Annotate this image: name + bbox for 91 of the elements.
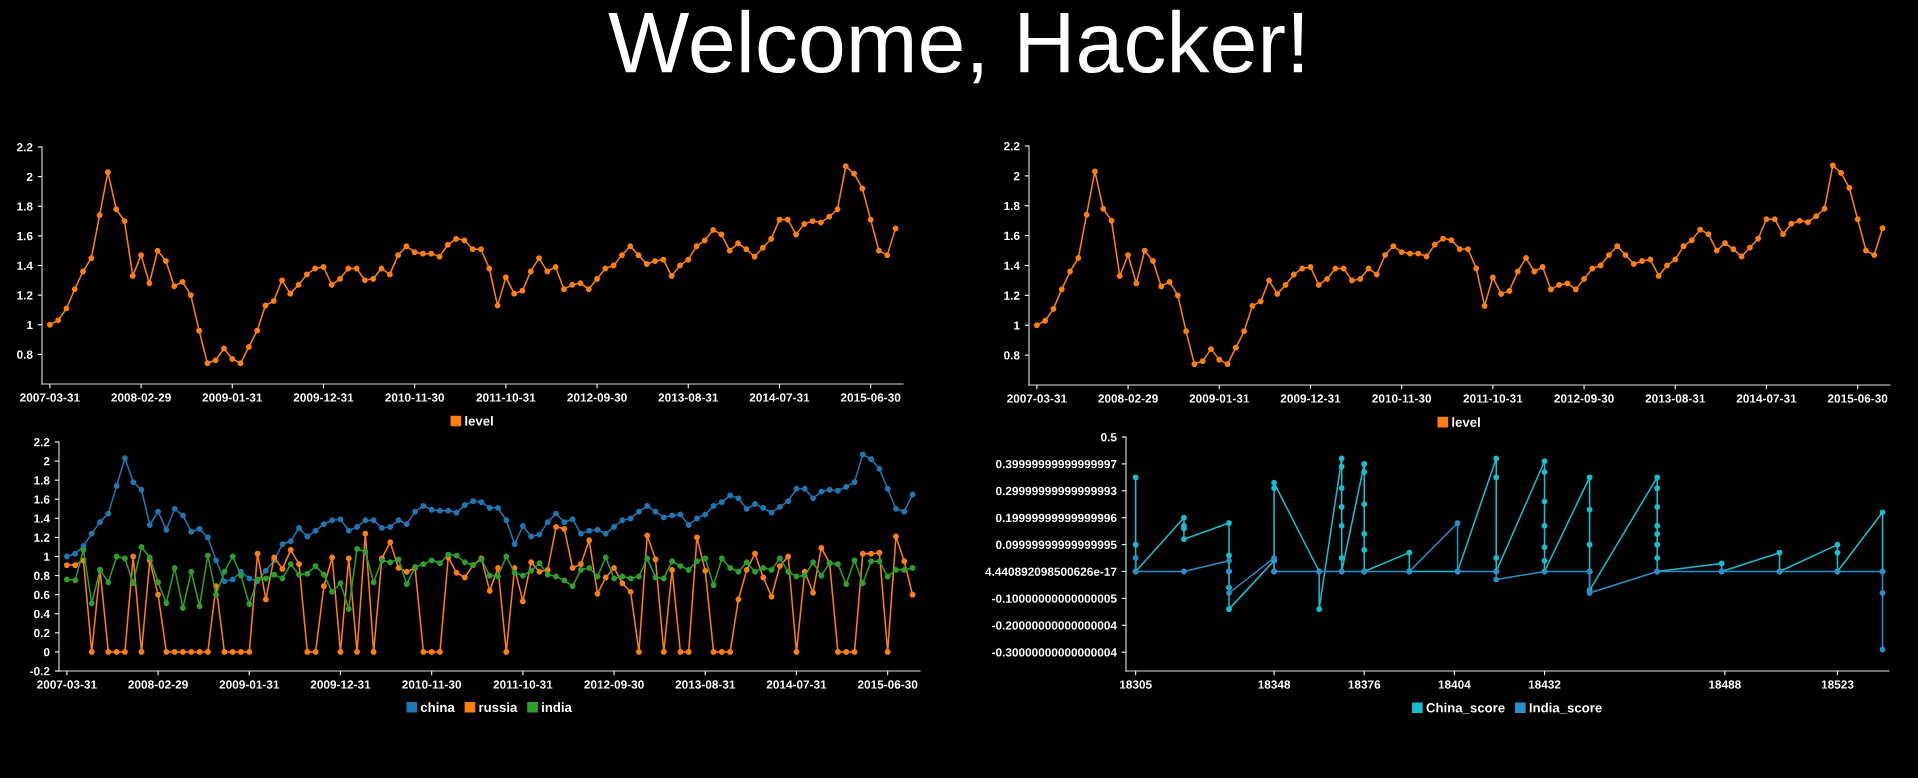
x-tick-label: 2007-03-31 (20, 393, 80, 402)
y-tick-label: 1 (1014, 321, 1020, 330)
y-tick-label: -0.2 (30, 667, 50, 676)
x-tick-label: 2007-03-31 (37, 680, 97, 689)
y-tick-label: -0.30000000000000004 (992, 648, 1117, 657)
x-tick-label: 18348 (1258, 680, 1291, 689)
x-tick-label: 2014-07-31 (749, 393, 810, 402)
y-tick-label: 0.39999999999999997 (995, 459, 1117, 469)
legend-label: russia (479, 702, 518, 713)
point (1226, 557, 1232, 564)
y-tick-label: 1.6 (17, 231, 33, 241)
x-tick-label: 2008-02-29 (1098, 394, 1158, 403)
y-tick-label: 2 (26, 172, 33, 181)
y-tick-label: 2.2 (16, 143, 33, 152)
y-tick-label: 0.19999999999999996 (995, 513, 1117, 523)
legend-label: level (465, 416, 493, 426)
point (1493, 576, 1500, 583)
x-tick-label: 2009-01-31 (1189, 394, 1250, 403)
x-tick-label: 2012-09-30 (567, 393, 627, 402)
point (1226, 590, 1232, 596)
x-tick-label: 2009-12-31 (1280, 394, 1341, 403)
point (1181, 568, 1187, 575)
y-tick-label: 0.8 (17, 350, 33, 359)
x-tick-label: 2011-10-31 (476, 393, 536, 402)
y-tick-label: 1.2 (1004, 291, 1020, 300)
x-tick-label: 2011-10-31 (1463, 394, 1523, 403)
x-tick-label: 18488 (1709, 680, 1741, 689)
y-tick-label: 0.5 (1101, 433, 1117, 442)
x-tick-label: 2010-11-30 (385, 393, 445, 402)
y-tick-label: 0.8 (34, 571, 50, 580)
y-tick-label: 0.6 (34, 590, 50, 600)
x-tick-label: 2009-12-31 (293, 393, 354, 402)
x-tick-label: 2011-10-31 (493, 680, 553, 689)
x-tick-label: 2008-02-29 (111, 393, 171, 402)
legend-label: india (542, 702, 572, 713)
y-tick-label: 1.4 (34, 514, 50, 523)
x-tick-label: 18432 (1528, 680, 1561, 689)
x-tick-label: 2013-08-31 (658, 393, 719, 402)
x-tick-label: 2015-06-30 (840, 393, 901, 402)
x-tick-label: 18376 (1348, 680, 1381, 689)
x-tick-label: 2013-08-31 (1645, 394, 1706, 403)
y-tick-label: 1.2 (34, 533, 50, 542)
y-tick-label: 1 (27, 320, 33, 330)
x-tick-label: 2015-06-30 (1827, 394, 1888, 403)
legend-label: level (1452, 417, 1480, 427)
y-tick-label: 1.8 (17, 202, 33, 211)
y-tick-label: 2 (1013, 171, 1020, 181)
x-tick-label: 18523 (1821, 680, 1854, 689)
point (1132, 555, 1139, 561)
y-tick-label: 2.2 (33, 438, 50, 447)
chart-title: Welcome, Hacker! (608, 9, 1303, 84)
x-tick-label: 2015-06-30 (857, 680, 918, 689)
y-tick-label: 1.4 (17, 261, 33, 270)
legend-label: China_score (1426, 702, 1505, 714)
x-tick-label: 2013-08-31 (675, 680, 736, 689)
x-tick-label: 2010-11-30 (402, 680, 462, 689)
x-tick-label: 2008-02-29 (128, 680, 188, 689)
y-tick-label: -0.20000000000000004 (992, 621, 1117, 630)
y-tick-label: 0.4 (34, 609, 50, 619)
y-tick-label: 1 (44, 552, 50, 561)
legend-label: India_score (1529, 702, 1602, 714)
y-tick-label: 0.09999999999999995 (995, 540, 1117, 549)
y-tick-label: 1.8 (1004, 201, 1020, 211)
x-tick-label: 2009-12-31 (310, 680, 371, 689)
y-tick-label: -0.10000000000000005 (992, 594, 1117, 603)
x-tick-label: 2007-03-31 (1007, 394, 1067, 403)
y-tick-label: 1.4 (1004, 261, 1020, 270)
point (1879, 590, 1886, 596)
point (1454, 520, 1461, 526)
x-tick-label: 2009-01-31 (219, 680, 280, 689)
y-tick-label: 1.6 (34, 495, 50, 504)
x-tick-label: 18404 (1438, 680, 1471, 689)
y-tick-label: 1.2 (17, 291, 33, 300)
y-tick-label: 0.2 (34, 628, 50, 638)
y-tick-label: 1.8 (34, 476, 50, 485)
y-tick-label: 1.6 (1004, 231, 1020, 241)
y-tick-label: 2.2 (1003, 142, 1020, 151)
x-tick-label: 2014-07-31 (1736, 394, 1797, 403)
y-tick-label: 0.8 (1004, 351, 1020, 360)
y-tick-label: 2 (43, 457, 50, 466)
y-tick-label: 4.440892098500626e-17 (985, 567, 1117, 576)
legend-label: china (420, 702, 455, 713)
y-tick-label: 0.29999999999999993 (995, 486, 1117, 496)
x-tick-label: 2014-07-31 (766, 680, 827, 689)
point (1879, 646, 1886, 653)
x-tick-label: 2012-09-30 (1554, 394, 1614, 403)
x-tick-label: 2012-09-30 (584, 680, 644, 689)
x-tick-label: 2010-11-30 (1372, 394, 1432, 403)
y-tick-label: 0 (43, 647, 50, 657)
x-tick-label: 18305 (1119, 680, 1152, 689)
x-tick-label: 2009-01-31 (202, 393, 263, 402)
